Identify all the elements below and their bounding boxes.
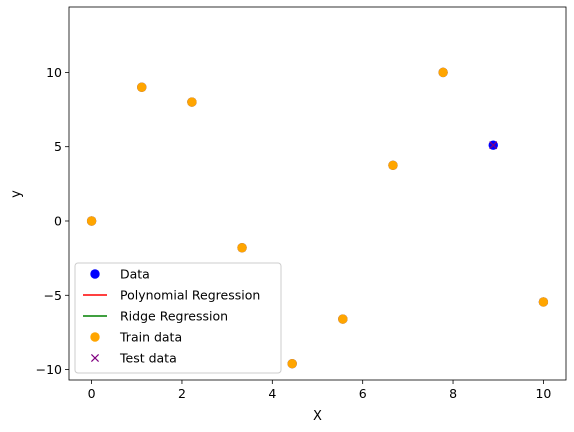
data-point bbox=[187, 97, 197, 107]
legend-dot-marker bbox=[90, 332, 100, 342]
data-point bbox=[489, 141, 498, 150]
series-3 bbox=[86, 67, 549, 369]
data-point bbox=[538, 297, 549, 307]
legend-label: Polynomial Regression bbox=[120, 288, 260, 303]
legend-label: Data bbox=[120, 267, 150, 282]
data-point bbox=[287, 358, 297, 369]
y-tick-label: −5 bbox=[44, 288, 62, 303]
x-tick-label: 4 bbox=[268, 386, 276, 401]
legend-x-marker bbox=[90, 353, 100, 363]
x-tick-label: 6 bbox=[359, 386, 367, 401]
y-tick-label: 10 bbox=[46, 65, 62, 80]
data-point bbox=[338, 314, 348, 324]
y-axis-label: y bbox=[9, 190, 24, 198]
data-point bbox=[86, 216, 97, 226]
legend-label: Ridge Regression bbox=[120, 309, 228, 324]
ticks: 0 2 4 6 8 10 −10 −5 0 5 10 bbox=[36, 65, 552, 401]
data-point bbox=[237, 243, 247, 253]
series-4 bbox=[489, 141, 498, 150]
legend: Data Polynomial Regression Ridge Regressio… bbox=[74, 262, 282, 374]
x-axis-label: X bbox=[313, 409, 322, 424]
legend-box bbox=[74, 262, 282, 374]
y-tick-label: 0 bbox=[54, 213, 62, 228]
y-tick-label: −10 bbox=[36, 362, 62, 377]
data-point bbox=[388, 160, 398, 170]
data-point bbox=[438, 67, 448, 78]
data-point bbox=[137, 82, 147, 92]
data-marks bbox=[86, 67, 549, 369]
plot-frame bbox=[68, 6, 567, 381]
legend-label: Test data bbox=[119, 351, 177, 366]
legend-dot-marker bbox=[90, 269, 100, 279]
legend-label: Train data bbox=[119, 330, 182, 345]
x-tick-label: 8 bbox=[449, 386, 457, 401]
y-tick-label: 5 bbox=[54, 139, 62, 154]
x-tick-label: 10 bbox=[535, 386, 551, 401]
x-tick-label: 0 bbox=[88, 386, 96, 401]
x-tick-label: 2 bbox=[178, 386, 186, 401]
